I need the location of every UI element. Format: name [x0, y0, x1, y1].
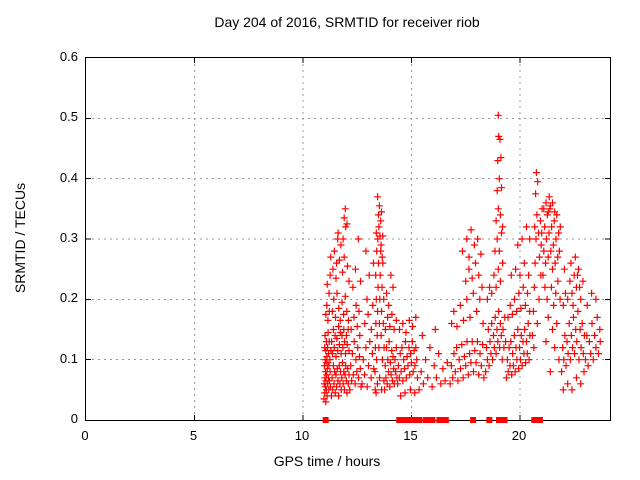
x-tick-label: 5 — [189, 428, 198, 443]
zero-value-marker — [422, 417, 436, 423]
y-tick-label: 0.3 — [59, 230, 78, 245]
zero-value-marker — [501, 417, 508, 423]
scatter-canvas — [86, 58, 610, 423]
y-tick-label: 0.1 — [59, 350, 78, 366]
chart-title: Day 204 of 2016, SRMTID for receiver rio… — [214, 14, 480, 30]
y-tick-label: 0.5 — [59, 109, 78, 125]
y-tick-label: 0.6 — [59, 49, 78, 64]
zero-value-marker — [531, 417, 538, 423]
y-tick-label: 0.4 — [59, 169, 78, 185]
zero-value-marker — [416, 417, 423, 423]
x-tick-label: 15 — [403, 428, 418, 443]
x-axis-label: GPS time / hours — [273, 453, 381, 469]
plot-area — [85, 57, 611, 423]
zero-value-marker — [470, 417, 477, 423]
zero-value-marker — [536, 417, 543, 423]
data-points-plus-markers — [320, 111, 604, 406]
y-tick-label: 0.2 — [59, 290, 78, 306]
x-tick-label: 10 — [294, 428, 310, 443]
zero-value-marker — [411, 417, 418, 423]
y-tick-label: 0 — [70, 411, 78, 426]
x-tick-label: 20 — [511, 428, 527, 443]
x-tick-label: 0 — [81, 428, 89, 443]
zero-value-marker — [486, 417, 493, 423]
zero-value-marker — [436, 417, 449, 423]
zero-value-marker — [322, 417, 329, 423]
zero-value-marker — [396, 417, 412, 423]
zero-value-marker — [496, 417, 503, 423]
